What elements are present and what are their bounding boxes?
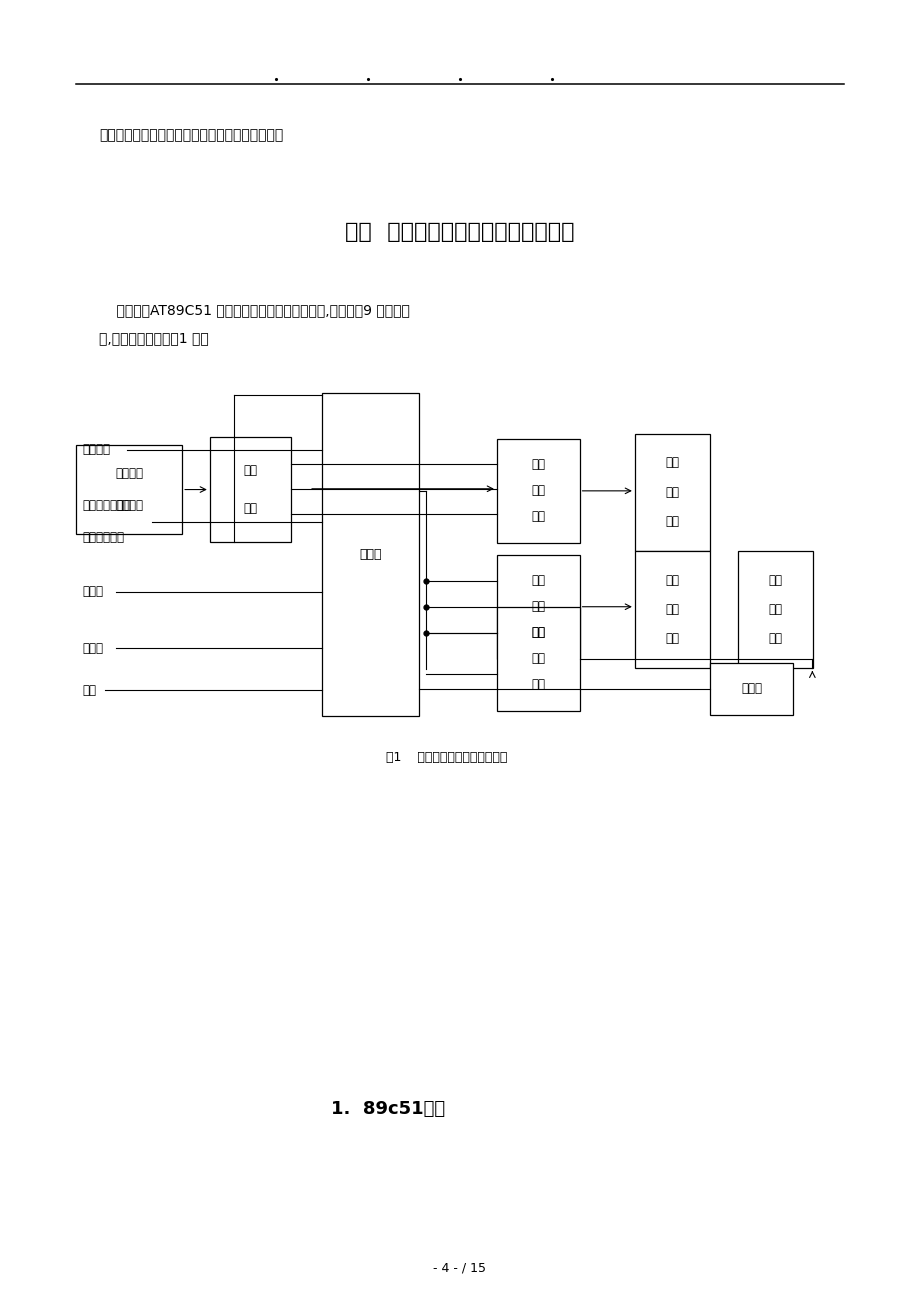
Text: - 4 - / 15: - 4 - / 15	[433, 1262, 486, 1275]
Text: 答,具体电路框图如图1 所示: 答,具体电路框图如图1 所示	[99, 332, 209, 345]
Text: 锁存: 锁存	[530, 484, 545, 497]
Text: 译码: 译码	[664, 486, 679, 499]
Text: 抢答时间与允许: 抢答时间与允许	[83, 499, 131, 512]
Text: 锁存: 锁存	[530, 600, 545, 613]
Text: 时间减: 时间减	[83, 642, 104, 655]
Text: 驱动: 驱动	[530, 626, 545, 639]
Bar	[496, 555, 579, 659]
Text: 九位选手: 九位选手	[115, 467, 143, 480]
Bar	[210, 437, 290, 542]
Text: 七段: 七段	[664, 457, 679, 469]
Bar	[322, 393, 418, 716]
Text: 译码: 译码	[530, 458, 545, 471]
Bar	[709, 663, 792, 715]
Text: 赛规则等条件，所以将选用方案二完成本次设计。: 赛规则等条件，所以将选用方案二完成本次设计。	[99, 129, 283, 142]
Text: 驱动: 驱动	[530, 510, 545, 523]
Bar	[634, 434, 709, 551]
Bar	[76, 445, 182, 534]
Text: 译码: 译码	[530, 626, 545, 639]
Text: 1.  89c51介绍: 1. 89c51介绍	[331, 1100, 445, 1118]
Text: 以单片机AT89C51 制作的多功能智力竞赛抢答器,可以完成9 位选手抢: 以单片机AT89C51 制作的多功能智力竞赛抢答器,可以完成9 位选手抢	[99, 303, 410, 316]
Text: 译码: 译码	[530, 574, 545, 587]
Text: 抢答输入: 抢答输入	[115, 499, 143, 512]
Text: 一、  声光智力竞赛抢答器的硬件设计: 一、 声光智力竞赛抢答器的硬件设计	[345, 221, 574, 242]
Text: 图1    多功能竞赛抢答器电路框图: 图1 多功能竞赛抢答器电路框图	[386, 751, 507, 764]
Bar	[737, 551, 812, 668]
Text: 扬声器: 扬声器	[741, 682, 761, 695]
Text: 七段: 七段	[664, 574, 679, 586]
Text: 时间加: 时间加	[83, 586, 104, 599]
Text: 显示: 显示	[664, 516, 679, 527]
Text: 锁存: 锁存	[530, 652, 545, 665]
Bar	[634, 551, 709, 668]
Text: 复位: 复位	[83, 684, 96, 697]
Text: 驱动: 驱动	[530, 678, 545, 691]
Text: 译码: 译码	[664, 603, 679, 616]
Text: 开始抢答: 开始抢答	[83, 443, 110, 456]
Text: 电路: 电路	[243, 501, 257, 514]
Text: 显示: 显示	[767, 633, 782, 644]
Text: 答题时间调节: 答题时间调节	[83, 531, 125, 544]
Text: 编码: 编码	[243, 465, 257, 478]
Text: 单片机: 单片机	[358, 548, 381, 561]
Text: 显示: 显示	[664, 633, 679, 644]
Bar	[496, 439, 579, 543]
Text: 译码: 译码	[767, 603, 782, 616]
Text: 七段: 七段	[767, 574, 782, 586]
Bar	[496, 607, 579, 711]
